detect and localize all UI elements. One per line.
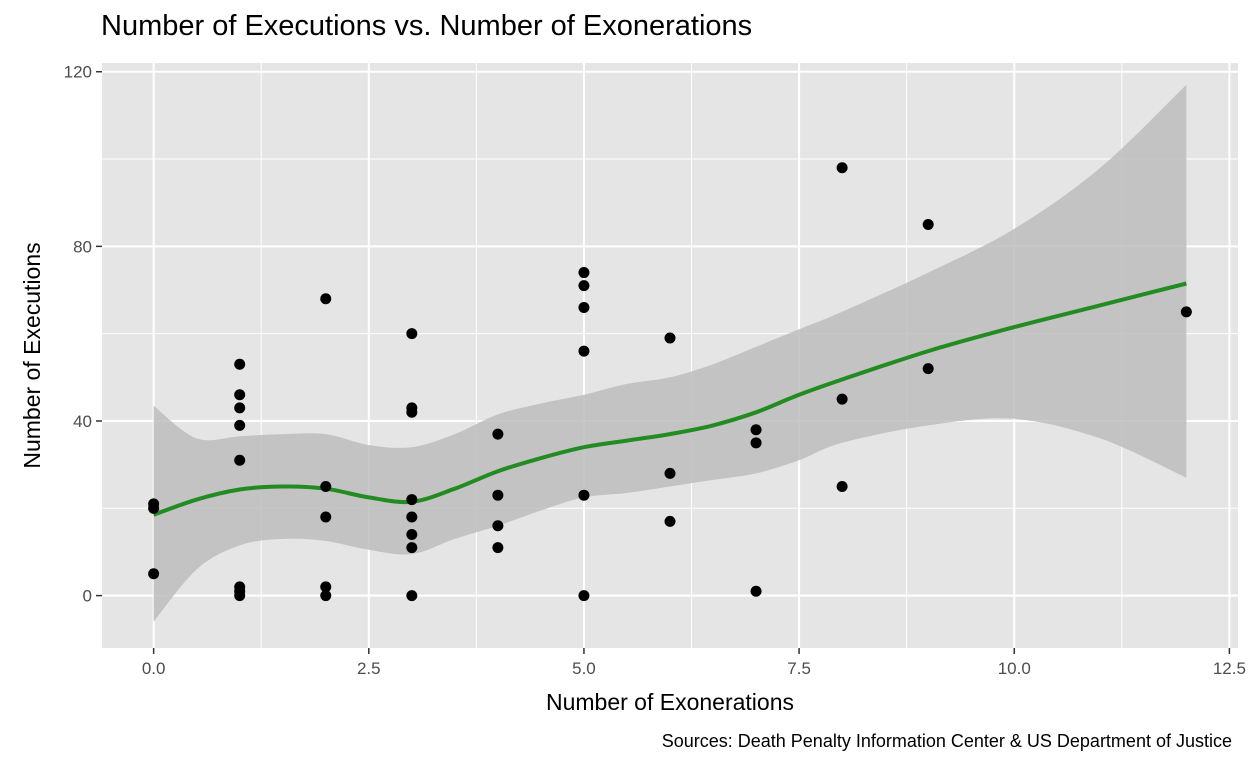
- data-point: [836, 480, 848, 492]
- data-point: [234, 419, 246, 431]
- x-tick-label: 12.5: [1213, 659, 1246, 678]
- confidence-band: [153, 84, 1187, 622]
- data-point: [922, 363, 934, 375]
- y-tick-label: 80: [73, 237, 92, 256]
- x-tick-label: 10.0: [998, 659, 1031, 678]
- data-point: [234, 402, 246, 414]
- y-axis: 0 40 80 120: [64, 63, 102, 606]
- smooth-trend-line: [152, 281, 1187, 517]
- data-point: [1180, 306, 1192, 318]
- x-tick-label: 0.0: [142, 659, 166, 678]
- data-point: [922, 219, 934, 231]
- data-point: [578, 590, 590, 602]
- data-point: [406, 328, 418, 340]
- data-point: [320, 480, 332, 492]
- data-point: [492, 542, 504, 554]
- chart-title: Number of Executions vs. Number of Exone…: [101, 10, 753, 42]
- data-point: [578, 267, 590, 279]
- data-point: [578, 280, 590, 292]
- data-point: [406, 511, 418, 523]
- data-point: [492, 520, 504, 532]
- data-point: [320, 581, 332, 593]
- data-point: [578, 301, 590, 313]
- data-point: [234, 358, 246, 370]
- data-point: [836, 393, 848, 405]
- data-point: [836, 162, 848, 174]
- x-tick-label: 7.5: [787, 659, 811, 678]
- x-tick-label: 5.0: [572, 659, 596, 678]
- data-point: [750, 437, 762, 449]
- data-point: [492, 489, 504, 501]
- y-tick-label: 0: [83, 587, 92, 606]
- chart-caption: Sources: Death Penalty Information Cente…: [661, 731, 1232, 751]
- x-axis: 0.0 2.5 5.0 7.5 10.0 12.5: [142, 648, 1246, 678]
- y-axis-title: Number of Executions: [19, 242, 45, 468]
- data-point: [148, 502, 160, 514]
- x-tick-label: 2.5: [357, 659, 381, 678]
- data-point: [320, 293, 332, 305]
- data-point: [406, 542, 418, 554]
- data-point: [664, 332, 676, 344]
- data-point: [578, 345, 590, 357]
- x-axis-title: Number of Exonerations: [546, 689, 794, 715]
- data-point: [578, 489, 590, 501]
- data-point: [664, 515, 676, 527]
- data-point: [664, 467, 676, 479]
- data-point: [406, 406, 418, 418]
- data-point: [320, 511, 332, 523]
- data-point: [750, 424, 762, 436]
- data-point: [406, 528, 418, 540]
- data-point: [750, 585, 762, 597]
- data-point: [234, 590, 246, 602]
- data-point: [234, 389, 246, 401]
- data-point: [320, 590, 332, 602]
- data-points: [148, 162, 1192, 602]
- data-point: [492, 428, 504, 440]
- y-tick-label: 120: [64, 63, 92, 82]
- y-tick-label: 40: [73, 412, 92, 431]
- data-point: [406, 494, 418, 506]
- data-point: [234, 454, 246, 466]
- data-point: [148, 568, 160, 580]
- data-point: [406, 590, 418, 602]
